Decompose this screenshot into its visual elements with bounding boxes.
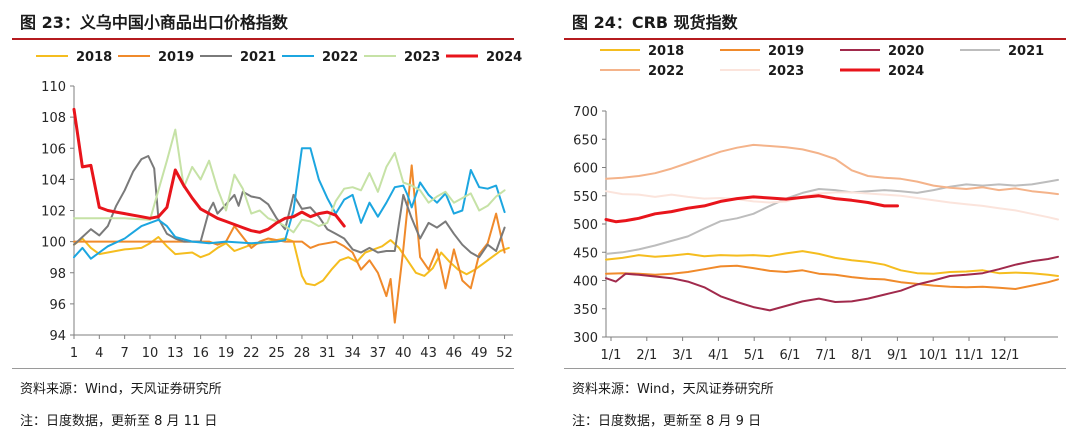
series-line-2023 [73,128,506,234]
y-tick-label: 104 [41,173,66,188]
series-line-2023 [605,190,1059,221]
x-tick-label: 28 [294,346,311,361]
source-note: 资料来源：Wind，天风证券研究所 [20,382,222,397]
y-tick-label: 600 [573,162,598,177]
series-line-2021 [605,178,1059,255]
y-tick-label: 96 [49,298,66,313]
y-tick-label: 550 [573,190,598,205]
x-tick-label: 1/1 [601,348,622,363]
legend-label-2023: 2023 [768,64,804,79]
series-line-2019 [73,164,506,324]
x-tick-label: 52 [496,346,513,361]
series-line-2018 [73,236,510,287]
legend-label-2023: 2023 [404,50,440,65]
x-tick-label: 13 [167,346,184,361]
legend-label-2024: 2024 [486,50,522,65]
x-tick-label: 46 [446,346,463,361]
footer-divider [12,368,514,369]
y-tick-label: 450 [573,246,598,261]
x-tick-label: 19 [218,346,235,361]
series-line-2022 [605,143,1059,196]
legend-label-2019: 2019 [768,44,804,59]
x-tick-label: 5/1 [744,348,765,363]
x-tick-label: 6/1 [780,348,801,363]
x-tick-label: 11/1 [954,348,983,363]
y-tick-label: 98 [49,267,66,282]
legend-label-2021: 2021 [240,50,276,65]
y-tick-label: 108 [41,111,66,126]
x-tick-label: 8/1 [851,348,872,363]
x-tick-label: 12/1 [990,348,1019,363]
x-tick-label: 37 [370,346,387,361]
x-tick-label: 7/1 [815,348,836,363]
price-index-chart: 94 96 98 100 102 104 106 108 110 1 4 7 10 13 16 19 22 25 2… [36,50,522,361]
x-tick-label: 49 [471,346,488,361]
x-tick-label: 25 [268,346,285,361]
y-tick-label: 700 [573,105,598,120]
title-divider [564,38,1066,40]
legend-label-2021: 2021 [1008,44,1044,59]
x-tick-label: 22 [243,346,260,361]
y-tick-label: 350 [573,303,598,318]
update-note: 注：日度数据，更新至 8 月 11 日 [20,414,218,429]
x-tick-label: 43 [420,346,437,361]
x-tick-label: 4/1 [708,348,729,363]
footer-divider [564,368,1066,369]
x-tick-label: 1 [70,346,78,361]
source-note: 资料来源：Wind，天风证券研究所 [572,382,774,397]
legend-label-2020: 2020 [888,44,924,59]
title-divider [12,38,514,40]
x-tick-label: 9/1 [887,348,908,363]
x-tick-label: 7 [121,346,129,361]
legend-label-2018: 2018 [648,44,684,59]
legend-label-2019: 2019 [158,50,194,65]
y-tick-label: 500 [573,218,598,233]
x-tick-label: 16 [192,346,209,361]
legend-label-2024: 2024 [888,64,924,79]
x-tick-label: 10/1 [919,348,948,363]
right-chart-panel: 图 24：CRB 现货指数 300 350 400 450 500 550 600 650 70… [552,0,1080,438]
legend-label-2022: 2022 [322,50,358,65]
y-tick-label: 100 [41,236,66,251]
x-tick-label: 31 [319,346,336,361]
y-tick-label: 102 [41,205,66,220]
x-tick-label: 40 [395,346,412,361]
series-line-2024 [604,194,899,224]
x-tick-label: 3/1 [672,348,693,363]
y-tick-label: 94 [49,329,66,344]
series-line-2024 [72,107,346,234]
update-note: 注：日度数据，更新至 8 月 9 日 [572,414,762,429]
x-tick-label: 4 [95,346,103,361]
series-line-2019 [605,264,1059,290]
y-tick-label: 110 [41,80,66,95]
series-line-2020 [605,255,1059,312]
chart-title: 图 23：义乌中国小商品出口价格指数 [20,13,288,32]
legend-label-2022: 2022 [648,64,684,79]
y-tick-label: 106 [41,142,66,157]
y-tick-label: 650 [573,133,598,148]
y-tick-label: 400 [573,275,598,290]
x-tick-label: 10 [142,346,159,361]
chart-title: 图 24：CRB 现货指数 [572,13,738,32]
x-tick-label: 2/1 [636,348,657,363]
x-tick-label: 34 [344,346,361,361]
legend-label-2018: 2018 [76,50,112,65]
y-tick-label: 300 [573,331,598,346]
left-chart-panel: 图 23：义乌中国小商品出口价格指数 94 96 98 100 102 104 106 108… [0,0,528,438]
crb-spot-index-chart: 300 350 400 450 500 550 600 650 700 1/1 2/1 3/1 4/1 5… [573,44,1059,363]
